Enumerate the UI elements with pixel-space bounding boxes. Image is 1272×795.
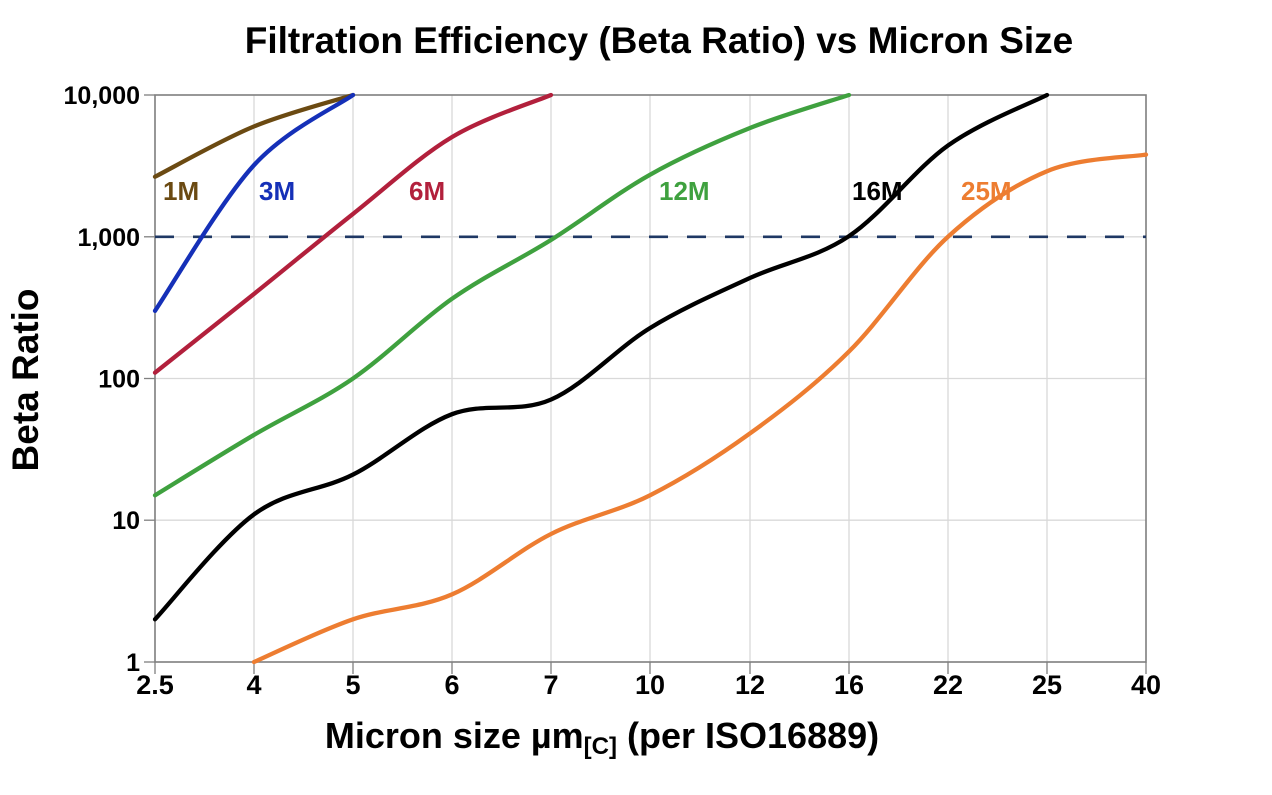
svg-text:Filtration Efficiency (Beta Ra: Filtration Efficiency (Beta Ratio) vs Mi…	[245, 20, 1074, 61]
svg-text:2.5: 2.5	[136, 670, 174, 700]
svg-text:7: 7	[543, 670, 558, 700]
svg-text:12: 12	[735, 670, 765, 700]
svg-text:10: 10	[112, 507, 140, 535]
svg-text:25M: 25M	[961, 176, 1012, 206]
svg-text:16: 16	[834, 670, 864, 700]
svg-text:6M: 6M	[409, 176, 445, 206]
svg-text:5: 5	[345, 670, 360, 700]
svg-text:4: 4	[246, 670, 261, 700]
svg-text:1M: 1M	[163, 176, 199, 206]
svg-text:3M: 3M	[259, 176, 295, 206]
svg-text:10,000: 10,000	[64, 82, 140, 110]
svg-text:1,000: 1,000	[77, 224, 140, 252]
svg-text:16M: 16M	[852, 176, 903, 206]
svg-text:6: 6	[444, 670, 459, 700]
svg-text:Beta Ratio: Beta Ratio	[5, 289, 46, 472]
svg-text:10: 10	[635, 670, 665, 700]
svg-text:25: 25	[1032, 670, 1062, 700]
svg-text:40: 40	[1131, 670, 1161, 700]
svg-text:100: 100	[98, 366, 140, 394]
svg-text:22: 22	[933, 670, 963, 700]
svg-text:12M: 12M	[659, 176, 710, 206]
